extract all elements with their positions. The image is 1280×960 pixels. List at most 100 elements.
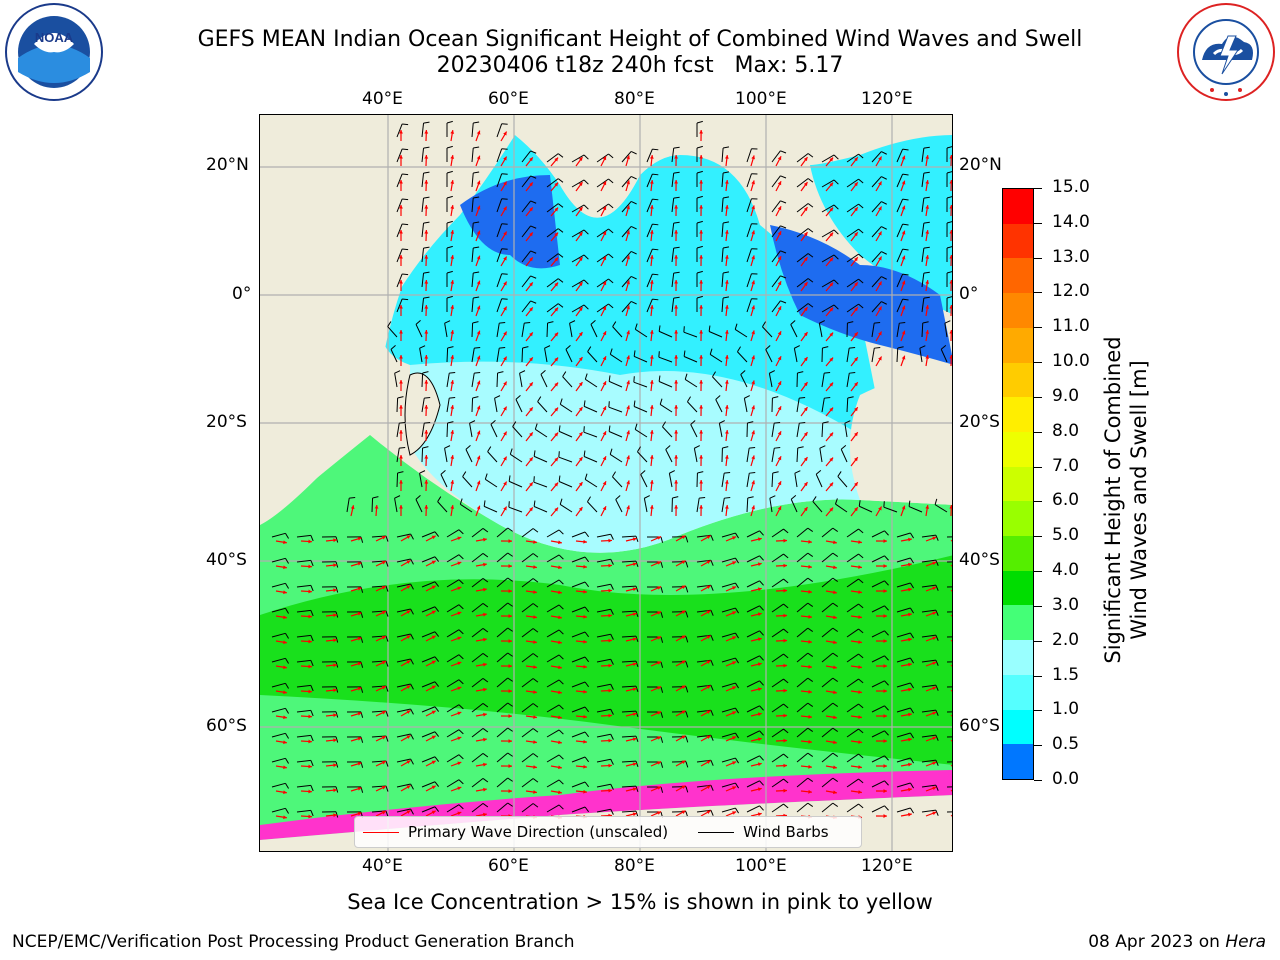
wave-arrow-head [699, 205, 704, 209]
wave-arrow-head [608, 613, 612, 618]
wind-barb-flag [673, 146, 680, 149]
wave-arrow-head [283, 715, 287, 720]
colorbar [1002, 188, 1034, 780]
wave-arrow-head [558, 640, 562, 645]
wave-arrow-head [649, 205, 654, 209]
wind-barb-flag [473, 296, 480, 299]
wind-barb-flag [558, 654, 564, 660]
wind-barb [496, 323, 500, 338]
wave-arrow-head [751, 280, 755, 285]
wave-arrow-head [508, 664, 512, 668]
wave-arrow-head [457, 661, 462, 666]
wind-barb [708, 331, 723, 338]
wave-arrow-head [808, 764, 812, 769]
wind-barb [421, 223, 425, 238]
wave-arrow-head [878, 231, 882, 236]
wind-barb [896, 347, 899, 363]
wind-barb [871, 530, 885, 538]
wind-barb [508, 480, 523, 488]
wind-barb [796, 777, 809, 788]
wind-barb-flag [699, 496, 706, 499]
wind-barb-flag [415, 495, 421, 500]
wave-arrow-head [399, 455, 403, 459]
wind-barb [621, 226, 632, 238]
wave-arrow-head [626, 230, 630, 235]
wave-arrow-head [508, 764, 512, 768]
wind-barb [271, 607, 286, 613]
wind-barb-flag [660, 686, 664, 693]
wind-barb-flag [458, 754, 464, 760]
wave-arrow-head [583, 639, 587, 644]
nws-logo [1176, 2, 1276, 102]
wind-barb-flag [558, 779, 564, 785]
wind-barb [496, 677, 509, 688]
wind-barb-flag [635, 635, 639, 642]
wave-arrow-head [503, 456, 507, 461]
wave-arrow-head [283, 815, 287, 820]
wave-arrow-head [699, 355, 704, 359]
wind-barb-flag [399, 447, 406, 449]
wave-arrow-head [529, 282, 533, 287]
wind-barb-flag [709, 348, 713, 355]
wave-arrow-head [602, 281, 607, 286]
wind-barb-flag [799, 422, 806, 424]
wave-arrow-head [508, 714, 512, 718]
wave-arrow-head [431, 610, 436, 615]
wind-barb [871, 630, 885, 638]
wind-barb-flag [633, 400, 636, 407]
wind-barb-flag [458, 604, 464, 610]
wind-barb [621, 635, 637, 638]
wind-barb-flag [473, 196, 480, 199]
wind-barb [471, 348, 475, 363]
wind-barb [546, 303, 559, 313]
wind-barb-flag [608, 178, 614, 184]
wind-barb [396, 783, 411, 788]
wind-barb [796, 153, 809, 163]
wind-barb [415, 499, 423, 513]
wind-barb-flag [635, 535, 639, 542]
wind-barb-flag [935, 809, 939, 816]
wind-barb-flag [874, 347, 881, 349]
wind-barb-flag [635, 685, 639, 692]
wave-arrow-head [706, 635, 711, 640]
wind-barb [446, 779, 460, 788]
wave-arrow-head [558, 665, 562, 670]
wave-arrow-head [674, 330, 679, 334]
wind-barb [396, 558, 411, 563]
wind-barb [446, 347, 449, 363]
wave-arrow-head [751, 205, 755, 210]
wave-arrow-head [608, 638, 612, 643]
wind-barb [596, 253, 609, 263]
wind-barb [596, 303, 609, 313]
footer-date-text: 08 Apr 2023 on [1088, 932, 1226, 952]
colorbar-tick-mark [1034, 536, 1042, 538]
wind-barb-flag [482, 678, 489, 683]
wind-barb-flag [472, 396, 479, 399]
wind-barb [635, 328, 648, 338]
colorbar-tick-mark [1034, 675, 1042, 677]
wind-barb-flag [482, 728, 489, 733]
wave-arrow-head [357, 761, 362, 766]
wind-barb-flag [652, 298, 659, 301]
wind-barb-flag [310, 785, 314, 792]
wind-barb-flag [922, 321, 929, 324]
wind-barb [696, 784, 711, 788]
wind-barb-flag [673, 196, 680, 199]
wind-barb [921, 173, 925, 188]
wave-arrow-head [878, 331, 882, 336]
wave-arrow-head [457, 561, 462, 566]
wind-barb-flag [685, 661, 689, 668]
wind-barb [771, 753, 784, 763]
wind-barb-flag [652, 248, 659, 251]
wave-arrow-head [632, 737, 637, 742]
wind-barb [471, 322, 474, 338]
wind-barb [821, 652, 834, 663]
wind-barb-flag [710, 560, 714, 566]
wind-barb [271, 732, 286, 738]
wind-barb [908, 506, 923, 513]
wave-arrow-head [699, 130, 704, 134]
wind-barb [921, 273, 925, 288]
wind-barb-flag [832, 677, 839, 682]
wind-barb-flag [908, 500, 911, 507]
wind-barb-flag [499, 322, 506, 324]
